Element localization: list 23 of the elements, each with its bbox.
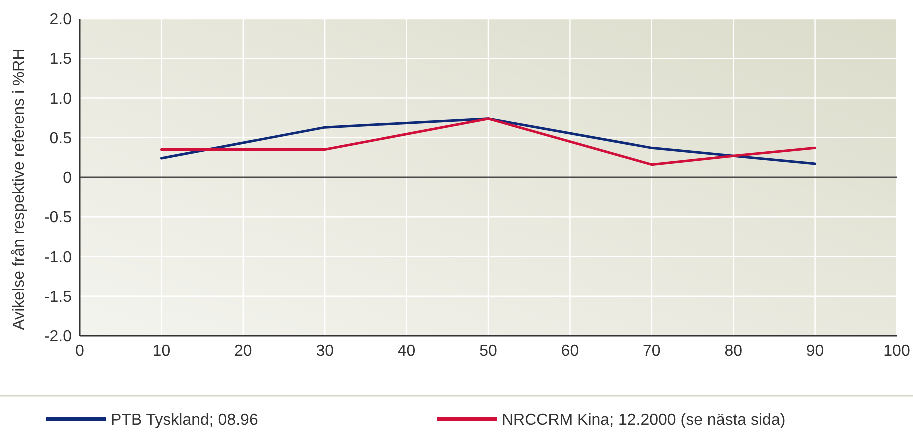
- x-tick-label: 20: [234, 343, 252, 360]
- y-tick-label: -2.0: [44, 328, 72, 346]
- y-tick-label: 2.0: [50, 12, 72, 29]
- x-tick-label: 70: [643, 343, 661, 360]
- y-tick-label: -1.0: [44, 249, 72, 266]
- x-tick-label: 0: [76, 343, 85, 360]
- x-tick-label: 40: [398, 343, 416, 360]
- y-tick-label: 0: [63, 170, 72, 188]
- legend-label: PTB Tyskland; 08.96: [111, 412, 258, 429]
- y-tick-label: -0.5: [44, 210, 72, 227]
- y-tick-label: 0.5: [50, 130, 72, 148]
- x-tick-label: 30: [316, 343, 334, 360]
- x-tick-label: 80: [724, 343, 743, 360]
- y-axis-title: Avikelse från respektive referens i %RH: [11, 48, 28, 330]
- y-tick-label: -1.5: [44, 288, 72, 306]
- x-tick-label: 50: [480, 343, 498, 360]
- y-tick-label: 1.0: [50, 90, 72, 108]
- x-tick-label: 60: [561, 343, 580, 360]
- x-tick-label: 90: [806, 343, 824, 360]
- x-tick-label: 100: [884, 343, 910, 360]
- x-tick-label: 10: [152, 343, 171, 360]
- legend-label: NRCCRM Kina; 12.2000 (se nästa sida): [502, 412, 786, 429]
- y-tick-label: 1.5: [50, 51, 72, 68]
